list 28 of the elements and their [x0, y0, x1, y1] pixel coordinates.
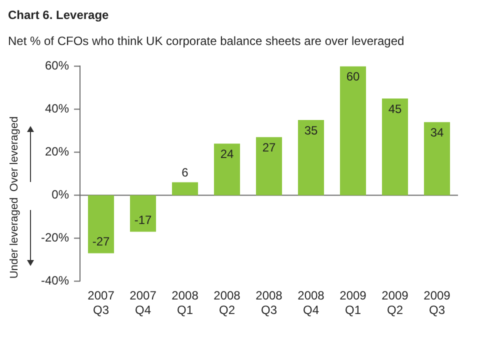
data-label: 60 [346, 70, 360, 84]
y-tick-label: -20% [41, 230, 70, 245]
data-label: 45 [388, 102, 402, 116]
y-tick-label: 20% [44, 144, 70, 159]
data-label: -17 [134, 213, 152, 228]
x-tick-label: 2007 Q3 [88, 288, 115, 318]
x-tick-label: 2009 Q1 [340, 288, 367, 318]
x-tick-label: 2009 Q3 [424, 288, 451, 318]
data-label: 34 [430, 125, 444, 140]
y-tick-label: 0% [52, 188, 70, 202]
x-tick-label: 2007 Q4 [130, 288, 157, 318]
x-tick-label: 2009 Q2 [382, 288, 409, 318]
x-tick-label: 2008 Q4 [298, 288, 325, 318]
y-tick-label: 60% [44, 58, 70, 73]
data-label: 6 [182, 166, 189, 180]
text: Under leveraged [9, 197, 21, 279]
text: Over leveraged [9, 116, 21, 192]
data-label: -27 [92, 234, 110, 249]
x-tick-label: 2008 Q1 [172, 288, 199, 318]
x-tick-label: 2008 Q3 [256, 288, 283, 318]
chart-subtitle: Net % of CFOs who think UK corporate balance sheets are over leveraged [8, 34, 406, 48]
data-label: 35 [304, 123, 318, 138]
y-tick-label: 40% [44, 102, 70, 116]
chart-title: Chart 6. Leverage [8, 8, 110, 22]
y-tick-label: -40% [41, 274, 70, 288]
data-label: 27 [262, 140, 276, 154]
x-tick-label: 2008 Q2 [214, 288, 241, 318]
data-label: 24 [220, 146, 234, 161]
